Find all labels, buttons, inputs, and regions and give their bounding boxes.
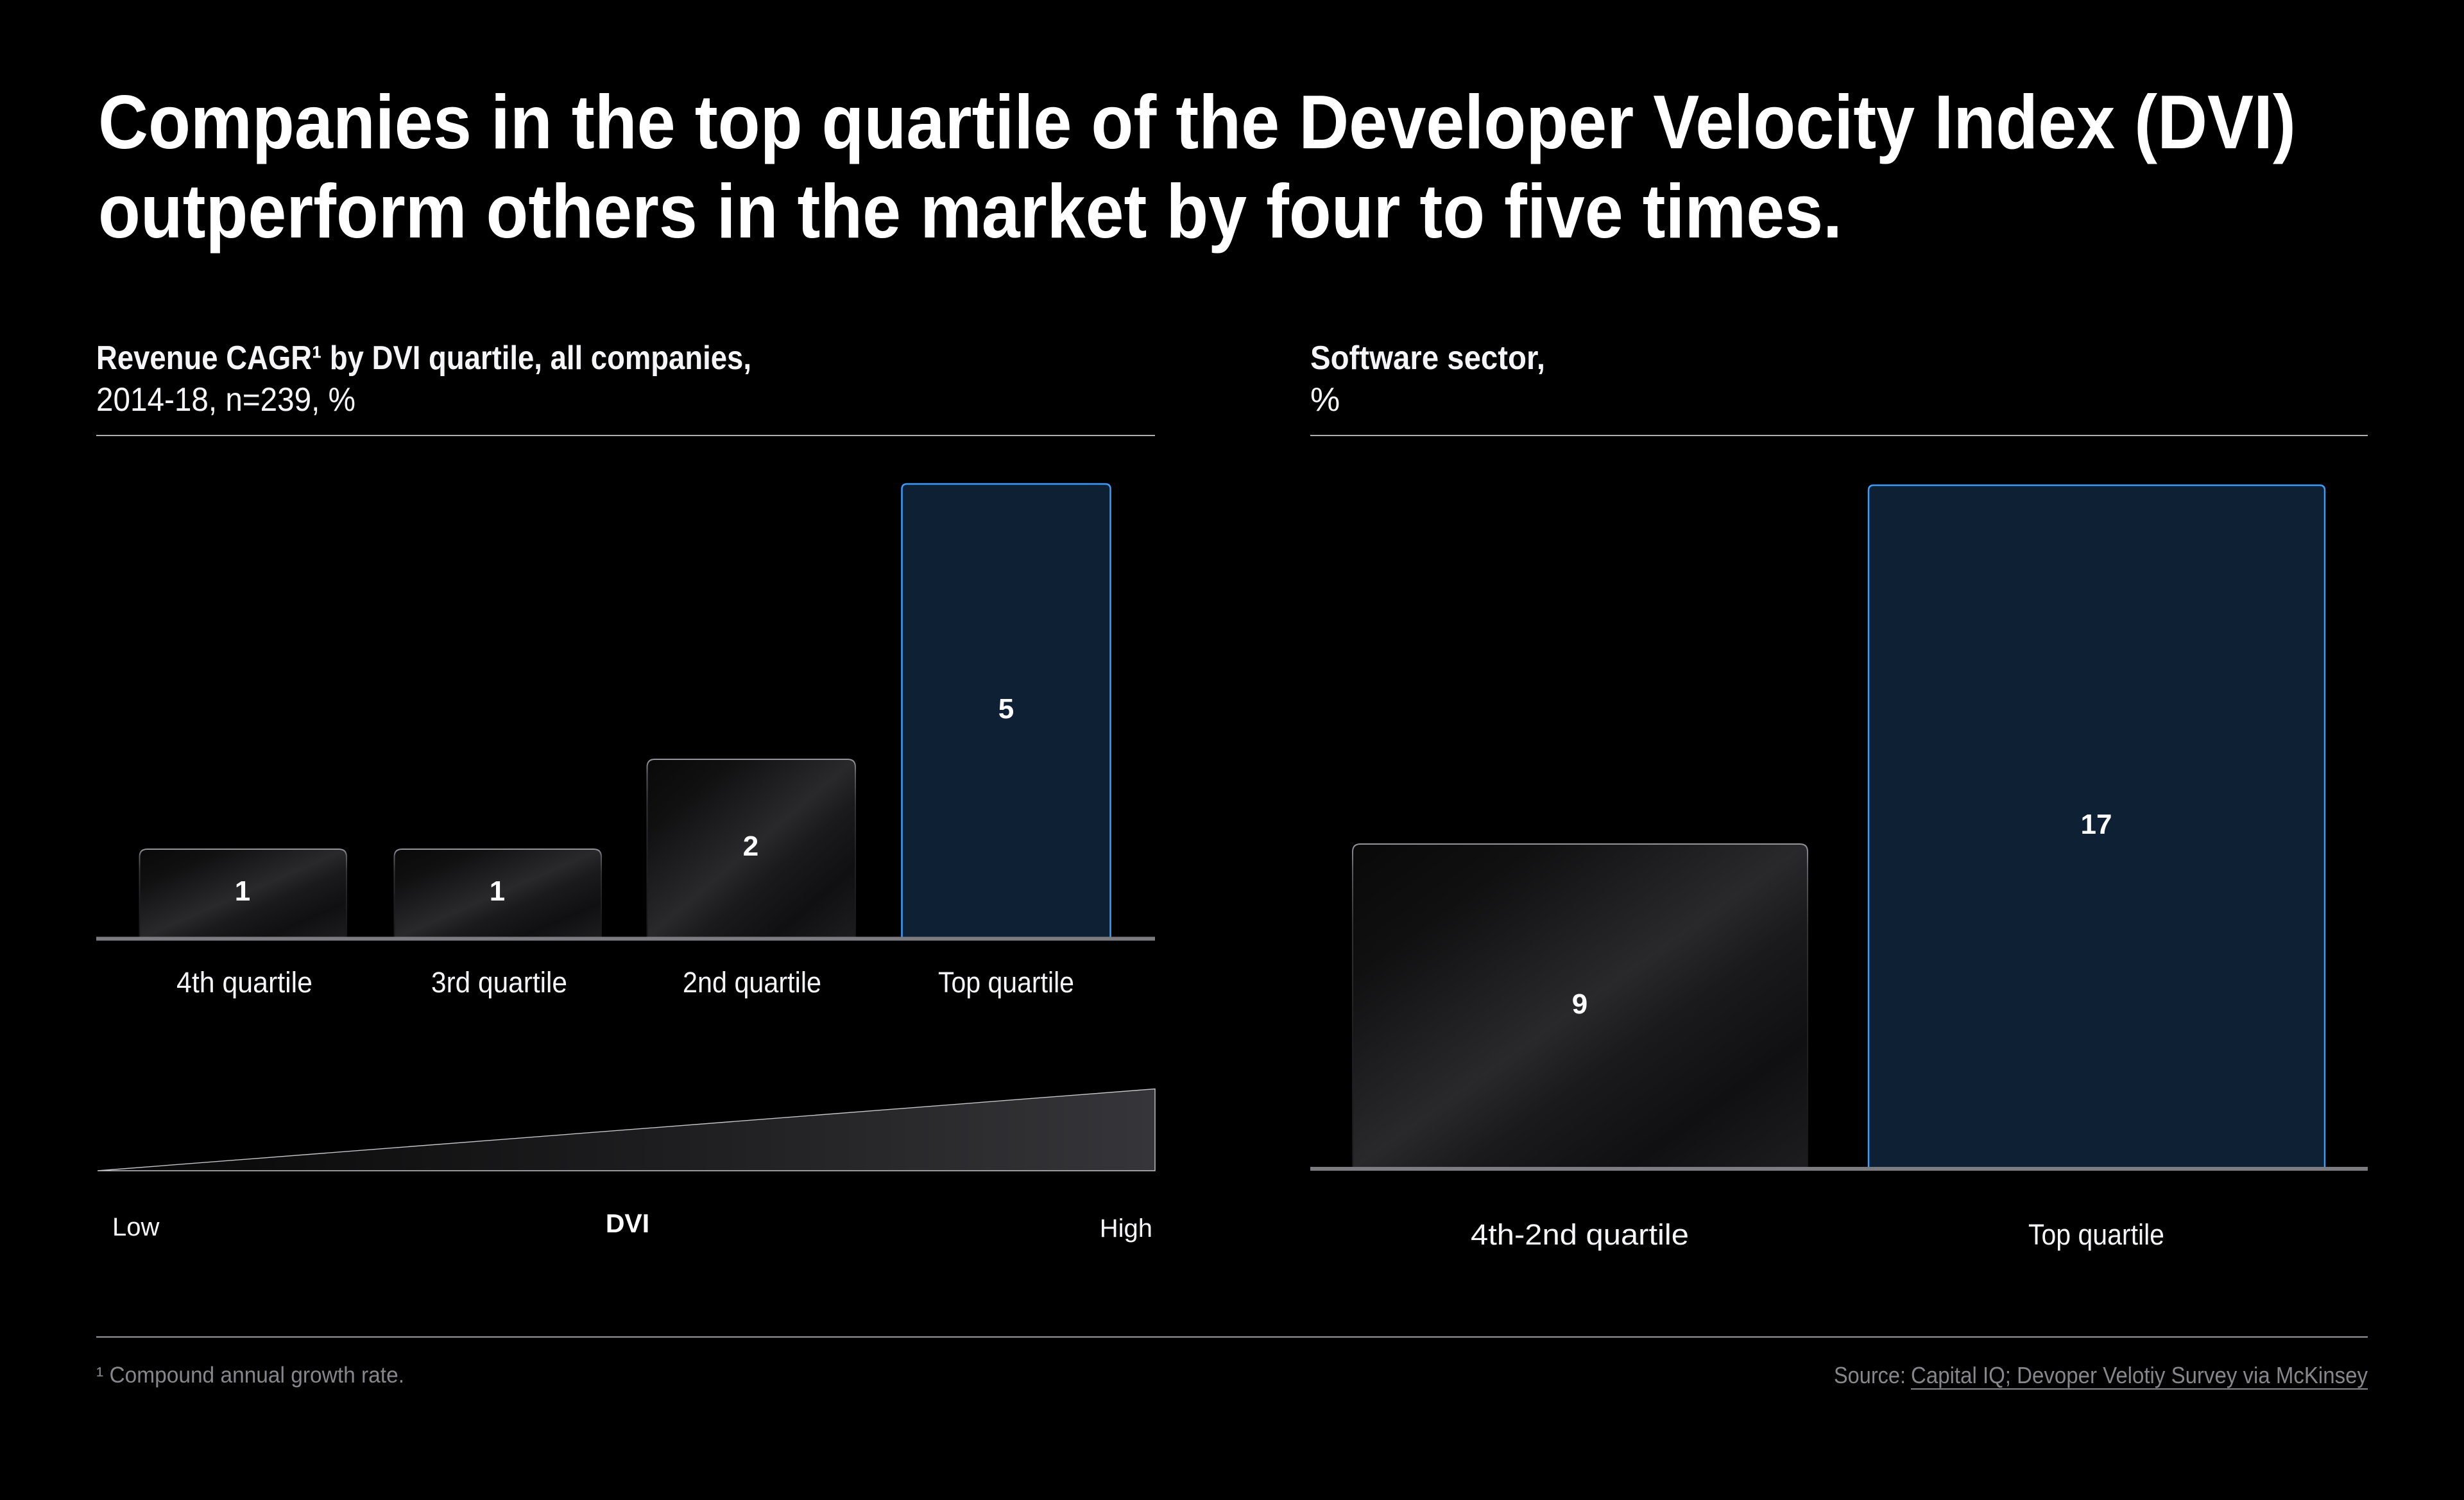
svg-text:¹ Compound annual growth rate.: ¹ Compound annual growth rate. [96, 1363, 404, 1388]
svg-text:9: 9 [1572, 988, 1587, 1020]
svg-text:1: 1 [235, 875, 250, 907]
svg-text:High: High [1100, 1214, 1152, 1243]
svg-text:2: 2 [743, 831, 758, 862]
svg-text:%: % [1310, 381, 1340, 418]
svg-text:Low: Low [112, 1213, 159, 1241]
svg-text:Revenue CAGR¹ by DVI quartile,: Revenue CAGR¹ by DVI quartile, all compa… [96, 340, 751, 377]
svg-text:2nd quartile: 2nd quartile [683, 966, 821, 999]
svg-text:Source:: Source: [1834, 1362, 1906, 1388]
svg-text:5: 5 [998, 693, 1014, 725]
svg-text:2014-18, n=239, %: 2014-18, n=239, % [96, 381, 355, 418]
svg-text:4th quartile: 4th quartile [176, 966, 312, 999]
svg-text:17: 17 [2081, 809, 2112, 840]
svg-text:Companies in the top quartile: Companies in the top quartile of the Dev… [98, 80, 2296, 165]
svg-text:Capital IQ; Devoper Velotiy Su: Capital IQ; Devoper Velotiy Survey via M… [1911, 1362, 2368, 1388]
svg-text:4th-2nd quartile: 4th-2nd quartile [1471, 1218, 1689, 1251]
svg-text:Software sector,: Software sector, [1310, 340, 1545, 377]
svg-text:1: 1 [490, 875, 505, 907]
svg-text:3rd quartile: 3rd quartile [431, 966, 567, 999]
svg-text:Top quartile: Top quartile [938, 966, 1074, 999]
svg-text:outperform others in the marke: outperform others in the market by four … [98, 169, 1842, 254]
svg-text:DVI: DVI [606, 1209, 649, 1238]
svg-text:Top quartile: Top quartile [2028, 1218, 2164, 1251]
